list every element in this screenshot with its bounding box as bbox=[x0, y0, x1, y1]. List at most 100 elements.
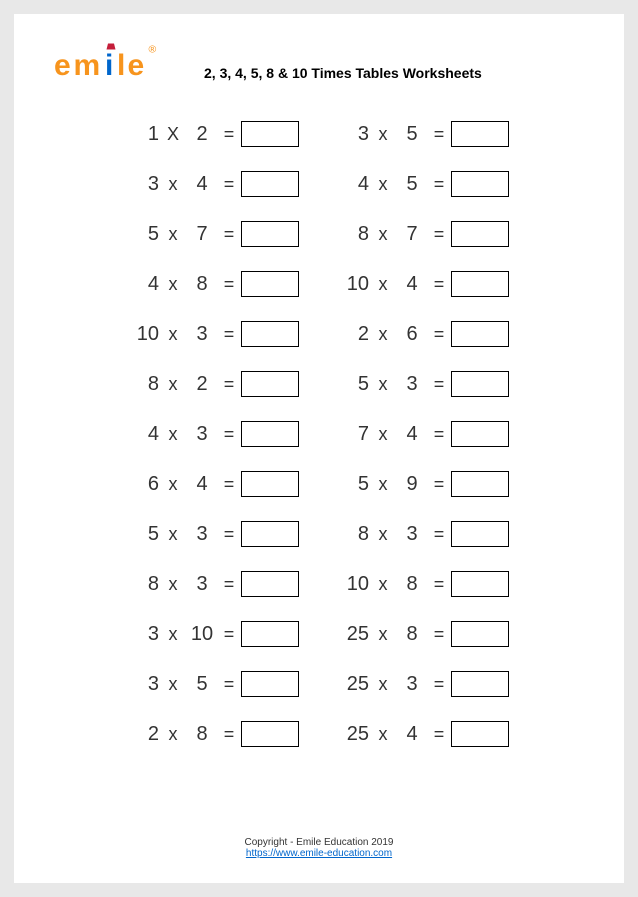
answer-box[interactable] bbox=[451, 571, 509, 597]
problem-row: 25x8= bbox=[339, 618, 509, 650]
operand-b: 10 bbox=[187, 623, 217, 646]
problem-row: 5x3= bbox=[339, 368, 509, 400]
equals-sign: = bbox=[217, 574, 241, 595]
website-link[interactable]: https://www.emile-education.com bbox=[246, 848, 392, 859]
operator: x bbox=[369, 124, 397, 145]
operand-a: 3 bbox=[129, 623, 159, 646]
equals-sign: = bbox=[427, 374, 451, 395]
operator: x bbox=[159, 374, 187, 395]
emile-logo: e m i l e ® bbox=[54, 42, 174, 90]
page-title: 2, 3, 4, 5, 8 & 10 Times Tables Workshee… bbox=[204, 65, 482, 81]
answer-box[interactable] bbox=[241, 721, 299, 747]
operator: x bbox=[369, 224, 397, 245]
problem-row: 5x9= bbox=[339, 468, 509, 500]
problem-row: 7x4= bbox=[339, 418, 509, 450]
operand-a: 5 bbox=[339, 473, 369, 496]
answer-box[interactable] bbox=[451, 421, 509, 447]
operand-a: 6 bbox=[129, 473, 159, 496]
operand-a: 4 bbox=[129, 273, 159, 296]
equals-sign: = bbox=[427, 524, 451, 545]
equals-sign: = bbox=[427, 274, 451, 295]
problem-row: 4x3= bbox=[129, 418, 299, 450]
operand-b: 2 bbox=[187, 123, 217, 146]
operand-a: 25 bbox=[339, 673, 369, 696]
equals-sign: = bbox=[427, 424, 451, 445]
operand-a: 2 bbox=[339, 323, 369, 346]
problems-column-right: 3x5=4x5=8x7=10x4=2x6=5x3=7x4=5x9=8x3=10x… bbox=[339, 118, 509, 750]
problem-row: 25x3= bbox=[339, 668, 509, 700]
problems-area: 1X2=3x4=5x7=4x8=10x3=8x2=4x3=6x4=5x3=8x3… bbox=[54, 118, 584, 750]
answer-box[interactable] bbox=[451, 721, 509, 747]
operator: x bbox=[369, 324, 397, 345]
answer-box[interactable] bbox=[241, 271, 299, 297]
svg-text:l: l bbox=[117, 49, 125, 82]
problem-row: 8x3= bbox=[129, 568, 299, 600]
answer-box[interactable] bbox=[241, 171, 299, 197]
svg-text:e: e bbox=[54, 49, 71, 82]
problem-row: 3x5= bbox=[129, 668, 299, 700]
answer-box[interactable] bbox=[241, 121, 299, 147]
operand-b: 3 bbox=[397, 373, 427, 396]
operand-a: 5 bbox=[339, 373, 369, 396]
svg-text:i: i bbox=[105, 49, 113, 82]
operand-a: 4 bbox=[339, 173, 369, 196]
answer-box[interactable] bbox=[241, 421, 299, 447]
answer-box[interactable] bbox=[451, 271, 509, 297]
answer-box[interactable] bbox=[241, 671, 299, 697]
operator: x bbox=[159, 324, 187, 345]
operand-b: 3 bbox=[187, 323, 217, 346]
equals-sign: = bbox=[427, 674, 451, 695]
operand-b: 4 bbox=[187, 173, 217, 196]
operand-a: 8 bbox=[129, 373, 159, 396]
operator: x bbox=[369, 474, 397, 495]
answer-box[interactable] bbox=[241, 221, 299, 247]
answer-box[interactable] bbox=[451, 221, 509, 247]
answer-box[interactable] bbox=[451, 121, 509, 147]
operand-b: 3 bbox=[397, 523, 427, 546]
operand-a: 25 bbox=[339, 623, 369, 646]
equals-sign: = bbox=[427, 124, 451, 145]
operator: x bbox=[369, 274, 397, 295]
answer-box[interactable] bbox=[241, 571, 299, 597]
problem-row: 4x5= bbox=[339, 168, 509, 200]
answer-box[interactable] bbox=[451, 171, 509, 197]
operand-a: 3 bbox=[129, 173, 159, 196]
problem-row: 10x8= bbox=[339, 568, 509, 600]
equals-sign: = bbox=[217, 624, 241, 645]
answer-box[interactable] bbox=[451, 621, 509, 647]
problem-row: 8x7= bbox=[339, 218, 509, 250]
answer-box[interactable] bbox=[241, 371, 299, 397]
answer-box[interactable] bbox=[451, 371, 509, 397]
svg-text:m: m bbox=[74, 49, 101, 82]
svg-text:®: ® bbox=[149, 44, 157, 56]
operand-a: 2 bbox=[129, 723, 159, 746]
answer-box[interactable] bbox=[451, 321, 509, 347]
answer-box[interactable] bbox=[451, 671, 509, 697]
operator: x bbox=[369, 424, 397, 445]
operator: x bbox=[159, 624, 187, 645]
operator: x bbox=[369, 374, 397, 395]
answer-box[interactable] bbox=[451, 521, 509, 547]
operator: x bbox=[159, 574, 187, 595]
operand-a: 4 bbox=[129, 423, 159, 446]
equals-sign: = bbox=[217, 724, 241, 745]
operand-b: 3 bbox=[187, 523, 217, 546]
equals-sign: = bbox=[217, 224, 241, 245]
operand-b: 8 bbox=[397, 573, 427, 596]
answer-box[interactable] bbox=[241, 521, 299, 547]
operand-b: 4 bbox=[397, 273, 427, 296]
operator: x bbox=[369, 724, 397, 745]
operand-a: 5 bbox=[129, 223, 159, 246]
problem-row: 4x8= bbox=[129, 268, 299, 300]
equals-sign: = bbox=[217, 474, 241, 495]
operator: x bbox=[159, 424, 187, 445]
worksheet-page: e m i l e ® 2, 3, 4, 5, 8 & 10 Times Tab… bbox=[14, 14, 624, 883]
answer-box[interactable] bbox=[241, 471, 299, 497]
problem-row: 1X2= bbox=[129, 118, 299, 150]
operand-b: 3 bbox=[187, 573, 217, 596]
answer-box[interactable] bbox=[241, 321, 299, 347]
answer-box[interactable] bbox=[451, 471, 509, 497]
answer-box[interactable] bbox=[241, 621, 299, 647]
operand-b: 4 bbox=[397, 423, 427, 446]
operand-b: 5 bbox=[397, 173, 427, 196]
